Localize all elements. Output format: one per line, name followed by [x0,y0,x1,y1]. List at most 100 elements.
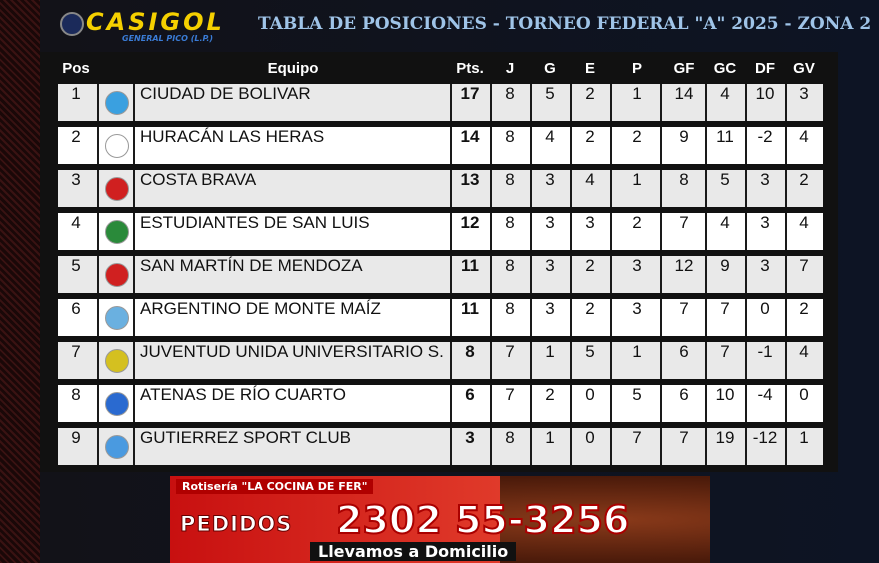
cell-divider [133,84,135,121]
cell-divider [530,84,532,121]
stat: 2 [632,213,642,232]
stat: 7 [632,428,642,447]
cell-divider [785,428,787,465]
cell-divider [610,385,612,422]
column-header: DF [755,60,775,77]
stat: 4 [71,213,81,232]
ad-label: PEDIDOS [179,512,293,537]
cell-divider [490,170,492,207]
stat: 19 [715,428,735,447]
cell-divider [97,170,99,207]
cell-divider [660,170,662,207]
stat: 8 [505,127,515,146]
cell-divider [745,299,747,336]
cell-divider [785,256,787,293]
cell-divider [610,84,612,121]
stat: 3 [545,299,555,318]
ad-name: Rotisería "LA COCINA DE FER" [176,479,374,494]
stat: 2 [585,127,595,146]
cell-divider [97,299,99,336]
ad-tagline: Llevamos a Domicilio [310,542,517,561]
cell-divider [530,299,532,336]
stat: 5 [71,256,81,275]
team-crest [105,306,129,330]
points: 8 [465,342,475,361]
stat: 2 [632,127,642,146]
cell-divider [490,299,492,336]
stat: 0 [585,385,595,404]
table-row: 9 GUTIERREZ SPORT CLUB 3 8 1 0 7 7 19 -12 1 [58,428,823,465]
cell-divider [133,385,135,422]
cell-divider [490,213,492,250]
cell-divider [570,170,572,207]
points: 13 [460,170,480,189]
stat: 8 [505,84,515,103]
stat: 3 [545,256,555,275]
ad-banner: Rotisería "LA COCINA DE FER" PEDIDOS 230… [170,476,710,563]
cell-divider [660,428,662,465]
cell-divider [745,342,747,379]
logo-badge [60,12,84,36]
stat: 7 [505,342,515,361]
column-header: P [631,60,643,77]
stat: 2 [585,84,595,103]
team-name: ATENAS DE RÍO CUARTO [140,385,346,404]
stat: -4 [757,385,773,404]
cell-divider [705,256,707,293]
cell-divider [530,213,532,250]
table-row: 6 ARGENTINO DE MONTE MAÍZ 11 8 3 2 3 7 7 0 2 [58,299,823,336]
team-crest [105,263,129,287]
stat: 7 [679,428,689,447]
stat: 8 [71,385,81,404]
cell-divider [705,299,707,336]
table-row: 8 ATENAS DE RÍO CUARTO 6 7 2 0 5 6 10 -4 0 [58,385,823,422]
stat: 8 [505,170,515,189]
column-header: Pts. [456,60,484,77]
cell-divider [745,127,747,164]
stat: 1 [545,428,555,447]
cell-divider [530,428,532,465]
team-name: CIUDAD DE BOLIVAR [140,84,311,103]
team-crest [105,349,129,373]
cell-divider [610,256,612,293]
cell-divider [570,127,572,164]
stat: -12 [752,428,778,447]
stat: 0 [799,385,809,404]
cell-divider [745,385,747,422]
cell-divider [570,256,572,293]
cell-divider [97,385,99,422]
stat: 3 [632,299,642,318]
stat: 4 [585,170,595,189]
stat: 4 [545,127,555,146]
stat: 5 [585,342,595,361]
cell-divider [450,342,452,379]
cell-divider [97,256,99,293]
cell-divider [530,385,532,422]
cell-divider [133,428,135,465]
stat: 0 [585,428,595,447]
cell-divider [133,127,135,164]
stat: 8 [505,428,515,447]
cell-divider [450,428,452,465]
cell-divider [490,256,492,293]
cell-divider [745,428,747,465]
cell-divider [530,170,532,207]
points: 6 [465,385,475,404]
stat: 3 [632,256,642,275]
stat: 1 [632,170,642,189]
cell-divider [490,385,492,422]
stat: 5 [545,84,555,103]
stat: 9 [720,256,730,275]
stat: 1 [632,342,642,361]
table-row: 2 HURACÁN LAS HERAS 14 8 4 2 2 9 11 -2 4 [58,127,823,164]
cell-divider [450,84,452,121]
stat: 2 [799,299,809,318]
stat: 6 [679,385,689,404]
stat: 1 [632,84,642,103]
stat: 0 [760,299,770,318]
stat: 6 [679,342,689,361]
cell-divider [705,127,707,164]
stat: 5 [632,385,642,404]
team-name: JUVENTUD UNIDA UNIVERSITARIO S. [140,342,444,361]
